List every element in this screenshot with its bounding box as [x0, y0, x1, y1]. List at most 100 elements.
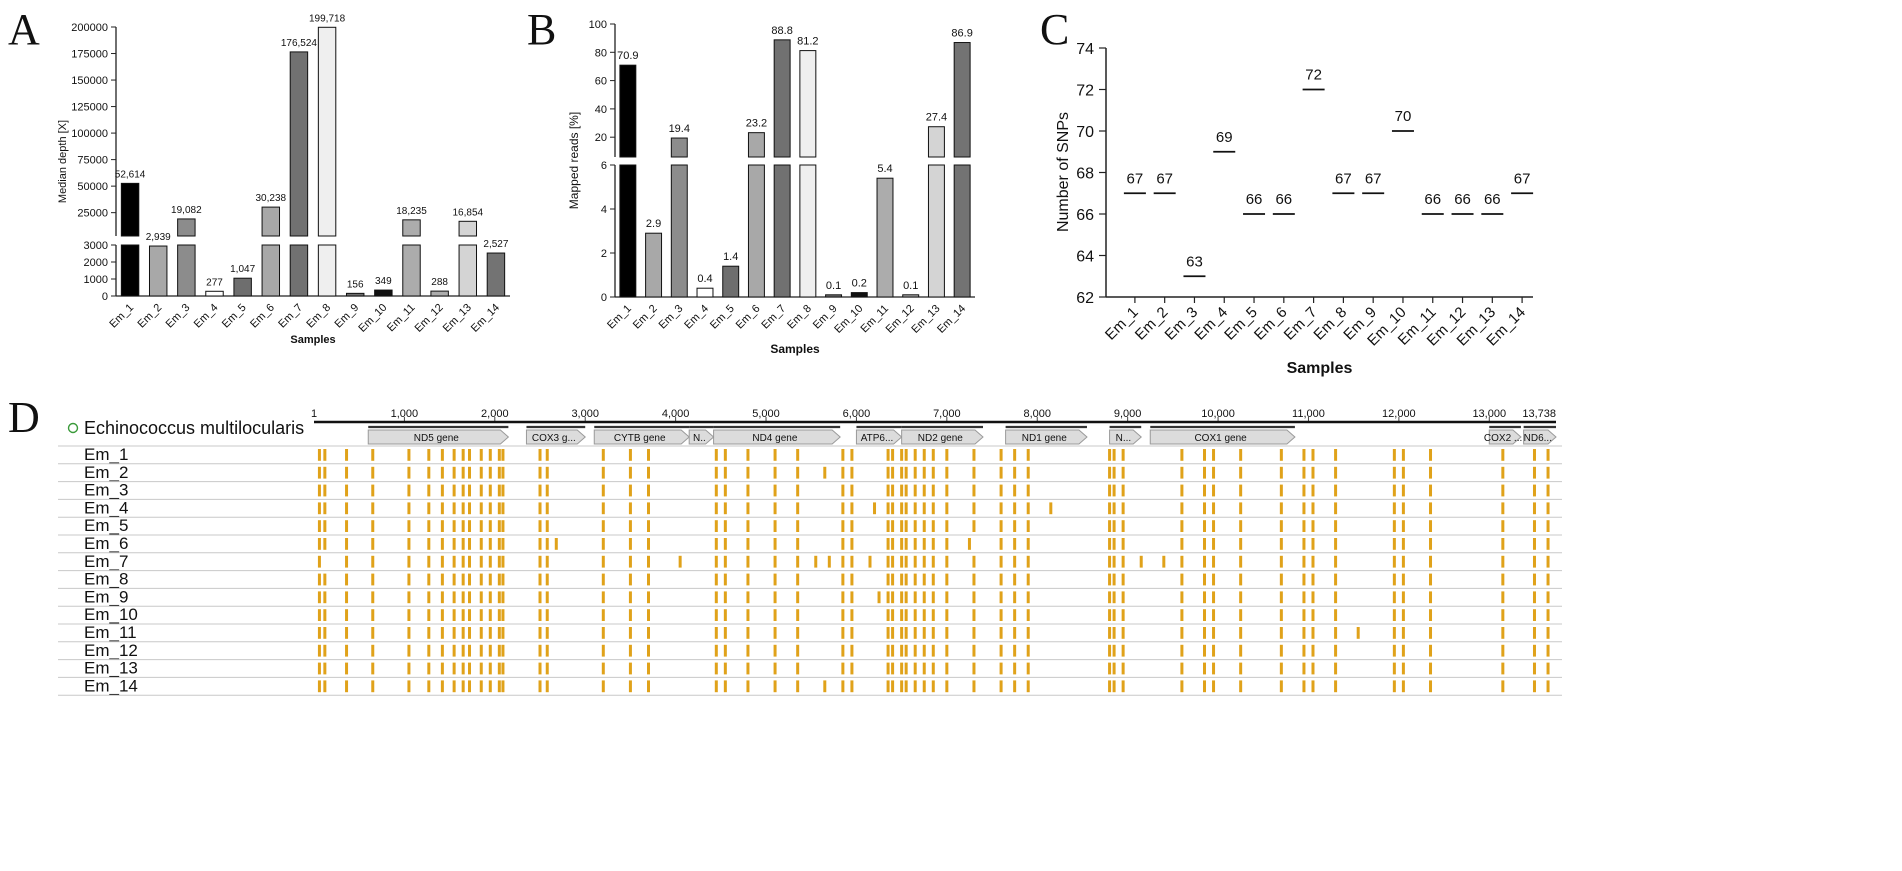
snp-mark — [1203, 520, 1207, 532]
snp-mark — [1392, 466, 1396, 479]
snp-mark — [601, 449, 605, 461]
snp-mark — [723, 627, 727, 639]
snp-mark — [1108, 555, 1112, 568]
y-tick-label: 1000 — [84, 274, 108, 286]
snp-mark — [922, 609, 926, 621]
snp-mark — [913, 573, 917, 586]
snp-mark — [904, 502, 908, 515]
snp-mark — [850, 466, 854, 479]
snp-mark — [904, 520, 908, 532]
snp-mark — [497, 627, 501, 639]
snp-mark — [407, 555, 411, 568]
snp-mark — [850, 555, 854, 568]
y-tick-label: 0 — [102, 291, 108, 303]
snp-mark — [714, 680, 718, 693]
gene-label: ND2 gene — [918, 433, 963, 444]
snp-mark — [479, 573, 483, 586]
snp-mark — [1429, 502, 1433, 515]
snp-mark — [317, 609, 321, 621]
snp-mark — [501, 627, 505, 639]
ruler-end-label: 13,738 — [1522, 408, 1556, 420]
snp-mark — [1203, 609, 1207, 621]
snp-mark — [1212, 680, 1216, 693]
snp-mark — [427, 609, 431, 621]
snp-mark — [1013, 627, 1017, 639]
data-label: 66 — [1246, 191, 1263, 208]
x-axis-title: Samples — [290, 334, 335, 346]
snp-mark — [427, 466, 431, 479]
snp-mark — [601, 502, 605, 515]
bar — [120, 182, 140, 237]
sample-label: Em_9 — [84, 587, 128, 606]
snp-mark — [1239, 609, 1243, 621]
snp-mark — [1013, 502, 1017, 515]
bar — [825, 294, 843, 298]
snp-mark — [1203, 538, 1207, 550]
snp-mark — [1180, 609, 1184, 621]
snp-mark — [796, 644, 800, 657]
snp-mark — [1392, 555, 1396, 568]
snp-mark — [1239, 502, 1243, 515]
snp-mark — [371, 591, 375, 604]
snp-mark — [999, 449, 1003, 461]
snp-mark — [479, 680, 483, 693]
bar — [953, 164, 971, 298]
snp-mark — [945, 466, 949, 479]
snp-mark — [427, 484, 431, 497]
snp-mark — [945, 555, 949, 568]
gene-label: N.. — [693, 433, 706, 444]
gene-annotation — [1523, 429, 1557, 445]
bar — [619, 164, 637, 298]
snp-mark — [886, 502, 890, 515]
snp-mark — [601, 627, 605, 639]
snp-mark — [452, 555, 456, 568]
snp-mark — [1279, 555, 1283, 568]
snp-mark — [886, 680, 890, 693]
snp-mark — [467, 662, 471, 675]
snp-mark — [922, 520, 926, 532]
bar — [773, 164, 791, 298]
snp-mark — [891, 484, 895, 497]
snp-mark — [714, 449, 718, 461]
snp-mark — [628, 680, 632, 693]
data-label: 70.9 — [617, 50, 638, 62]
snp-mark — [452, 662, 456, 675]
snp-mark — [1203, 644, 1207, 657]
snp-mark — [501, 573, 505, 586]
snp-mark — [972, 644, 976, 657]
snp-mark — [891, 627, 895, 639]
snp-mark — [841, 573, 845, 586]
snp-mark — [931, 644, 935, 657]
panel-d-letter: D — [8, 393, 40, 442]
snp-mark — [1334, 555, 1338, 568]
y-tick-label: 80 — [595, 47, 607, 59]
snp-mark — [850, 627, 854, 639]
data-label: 88.8 — [771, 25, 792, 37]
snp-mark — [1279, 466, 1283, 479]
snp-mark — [827, 555, 831, 568]
snp-mark — [1212, 555, 1216, 568]
sample-label: Em_7 — [84, 552, 128, 571]
data-label: 67 — [1127, 170, 1144, 187]
snp-mark — [1139, 555, 1143, 568]
snp-mark — [371, 538, 375, 550]
snp-mark — [317, 466, 321, 479]
snp-mark — [1546, 573, 1550, 586]
snp-mark — [841, 449, 845, 461]
snp-mark — [628, 449, 632, 461]
data-label: 52,614 — [115, 169, 146, 180]
snp-mark — [407, 573, 411, 586]
snp-mark — [323, 680, 327, 693]
snp-mark — [1401, 680, 1405, 693]
snp-mark — [628, 538, 632, 550]
snp-mark — [900, 573, 904, 586]
snp-mark — [1203, 627, 1207, 639]
snp-mark — [461, 502, 465, 515]
snp-mark — [945, 609, 949, 621]
snp-mark — [1311, 538, 1315, 550]
snp-mark — [538, 609, 542, 621]
snp-mark — [931, 484, 935, 497]
snp-mark — [945, 591, 949, 604]
snp-mark — [427, 502, 431, 515]
snp-mark — [323, 644, 327, 657]
